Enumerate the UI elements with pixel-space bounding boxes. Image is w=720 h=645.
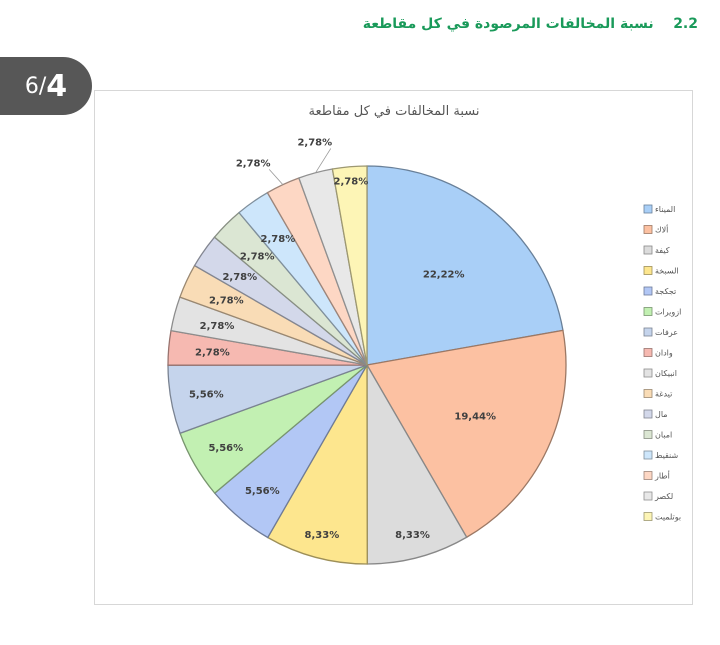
leader-line-14 (268, 169, 284, 185)
legend-label-8: وادان (655, 349, 673, 358)
data-label-9: 2,78% (200, 321, 235, 332)
data-label-4: 8,33% (305, 530, 340, 541)
legend-swatch-11 (643, 409, 653, 419)
pie-slice-1 (366, 165, 564, 366)
legend-swatch-8 (643, 348, 653, 357)
data-label-5: 5,56% (245, 486, 280, 497)
pie-chart: نسبة المخالفات في كل مقاطعة 22,22% 19,44%… (167, 104, 681, 565)
legend-label-12: امبان (655, 431, 672, 440)
legend-swatch-15 (643, 491, 653, 501)
pie-slice-4 (266, 362, 368, 565)
legend-label-10: تيدغة (655, 390, 672, 399)
legend-label-7: عرفات (655, 328, 678, 337)
chart-frame: نسبة المخالفات في كل مقاطعة 22,22% 19,44%… (94, 90, 693, 605)
page-badge: 6/4 (0, 57, 92, 115)
legend-swatch-14 (643, 471, 653, 480)
data-label-10: 2,78% (209, 296, 244, 307)
legend-swatch-5 (643, 286, 653, 296)
legend-label-4: السبخة (655, 267, 679, 276)
legend-swatch-7 (643, 327, 653, 337)
data-label-6: 5,56% (208, 443, 243, 454)
data-label-16: 2,78% (334, 177, 369, 188)
legend-label-5: تجكجة (655, 287, 676, 296)
section-heading: 2.2 نسبة المخالفات المرصودة في كل مقاطعة (363, 16, 698, 32)
data-label-8: 2,78% (195, 348, 230, 359)
leader-line-15 (315, 148, 332, 174)
legend-swatch-1 (643, 204, 653, 214)
legend-label-2: ألاك (655, 225, 668, 235)
page-badge-big: 4 (46, 68, 68, 104)
page-badge-small: 6/ (24, 73, 47, 99)
data-label-12: 2,78% (240, 251, 275, 262)
data-label-3: 8,33% (395, 530, 430, 541)
legend-swatch-3 (643, 245, 653, 255)
pie-slice-3 (366, 362, 468, 565)
legend-label-3: كيفة (655, 246, 670, 255)
legend-swatch-16 (643, 512, 653, 521)
legend-swatch-13 (643, 450, 653, 460)
legend-swatch-2 (643, 225, 653, 234)
data-label-15: 2,78% (297, 137, 332, 148)
chart-title: نسبة المخالفات في كل مقاطعة (309, 104, 480, 119)
legend-label-1: الميناء (655, 205, 675, 214)
legend-label-15: لكصر (654, 492, 673, 501)
legend-label-16: بوتلميت (655, 513, 681, 522)
legend-label-6: ازويرات (655, 308, 681, 317)
legend-label-13: شنقيط (655, 451, 678, 460)
legend-label-9: انبيكان (655, 369, 677, 378)
legend-swatch-6 (643, 307, 653, 316)
pie-slice-16 (331, 165, 368, 366)
legend-swatch-12 (643, 430, 653, 439)
data-label-7: 5,56% (189, 390, 224, 401)
data-label-2: 19,44% (454, 411, 496, 422)
legend-swatch-4 (643, 266, 653, 275)
data-label-1: 22,22% (423, 270, 465, 281)
section-title: نسبة المخالفات المرصودة في كل مقاطعة (362, 16, 654, 32)
data-label-13: 2,78% (261, 234, 296, 245)
legend-label-14: أطار (654, 471, 670, 481)
legend-swatch-9 (643, 368, 653, 378)
data-label-11: 2,78% (222, 272, 257, 283)
data-label-14: 2,78% (236, 158, 271, 169)
legend-swatch-10 (643, 389, 653, 398)
section-number: 2.2 (673, 16, 698, 32)
legend-label-11: مال (655, 410, 668, 419)
pie-slice-2 (365, 329, 567, 539)
